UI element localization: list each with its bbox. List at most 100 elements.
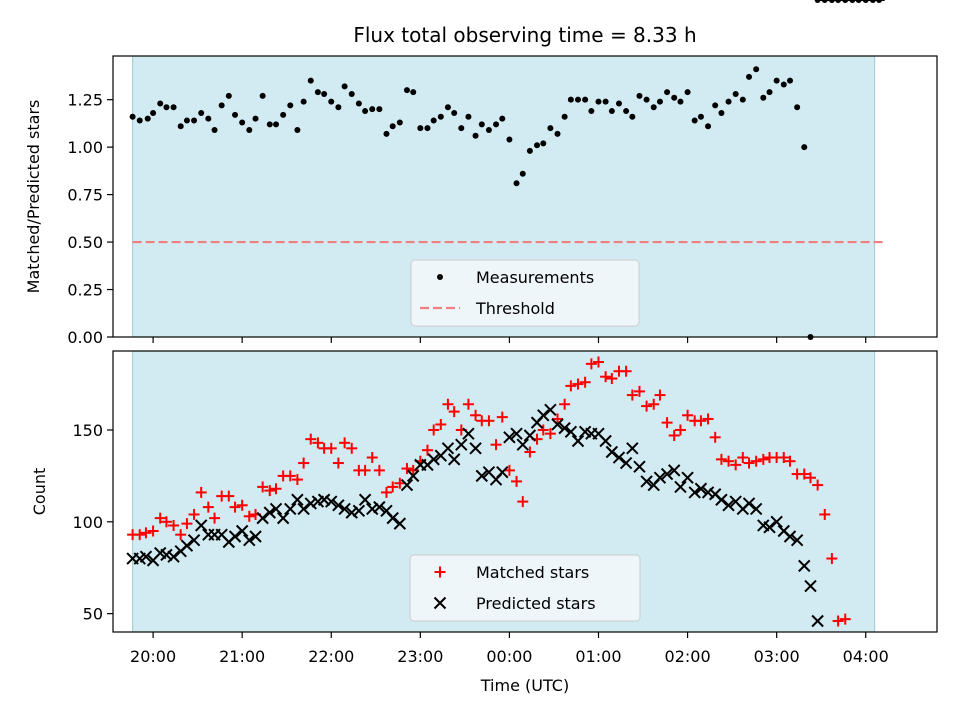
matched-point [339,437,351,449]
matched-point [470,409,482,421]
predicted-point [338,502,351,516]
predicted-point [640,475,653,488]
measurement-point [191,117,198,124]
measurement-point [157,100,164,107]
matched-point [695,415,707,427]
measurement-point [519,170,526,177]
matched-point [407,464,419,476]
measurement-point [615,100,622,107]
matched-point [730,459,742,471]
predicted-point [194,519,208,532]
matched-point [373,464,385,476]
top-x-ticks [152,337,867,343]
matched-point [723,455,735,467]
measurement-point [760,94,767,101]
measurement-point [369,106,376,113]
predicted-point [325,495,338,508]
matched-point [805,472,817,484]
measurement-point [451,109,458,116]
matched-point [620,365,632,377]
predicted-point [496,466,509,479]
predicted-point [688,486,701,499]
matched-point [312,437,324,449]
predicted-point [256,511,269,525]
measurements-points [129,0,883,340]
measurement-point [362,108,369,115]
measurement-point [170,104,177,111]
measurement-point [376,106,383,113]
matched-point [559,398,571,410]
bottom-legend-box [409,554,641,622]
matched-point [654,389,666,401]
matched-point [826,553,838,565]
matched-point [668,429,680,441]
measurement-point [608,108,615,115]
measurement-point [383,130,390,137]
predicted-point [249,530,262,543]
measurement-point [499,115,506,122]
predicted-point [715,493,728,506]
matched-point [154,512,166,524]
xtick-label: 23:00 [397,647,443,666]
matched-point [496,411,508,423]
measurement-point [602,98,609,105]
matched-point [798,468,810,480]
measurement-point [629,113,636,120]
matched-point [483,415,495,427]
predicted-point [276,511,290,525]
measurement-point [671,94,678,101]
top-ytick-label: 0.25 [67,281,103,300]
measurement-point [684,89,691,96]
matched-point [188,508,200,520]
measurement-point [746,73,753,80]
matched-point [579,376,591,388]
measurement-point [534,142,541,149]
matched-point [633,385,645,397]
measurement-point [691,117,698,124]
measurement-point [485,127,492,134]
predicted-point [798,559,811,573]
measurement-point [493,121,500,128]
matched-point [346,442,358,454]
legend-matched-glyph [434,566,446,578]
measurement-point [287,102,294,109]
matched-point [202,501,214,513]
bot-ytick-label: 150 [72,421,103,440]
measurement-point [129,113,136,120]
matched-point [181,518,193,530]
measurement-point [794,104,801,111]
legend-measurements-label: Measurements [476,268,594,287]
legend-predicted-glyph [433,596,447,610]
measurement-point [465,113,472,120]
matched-point [641,400,653,412]
predicted-point [701,486,715,499]
measurement-point [567,96,574,103]
matched-point [552,413,564,425]
predicted-point [304,497,317,510]
predicted-point [366,502,379,516]
legend-matched-marker [434,566,446,578]
matched-point [291,474,303,486]
matched-point [682,409,694,421]
predicted-point [742,497,756,510]
predicted-point [160,548,173,562]
predicted-point [749,502,763,516]
predicted-point [633,460,646,473]
predicted-point [291,493,304,506]
bot-ytick-label: 50 [83,605,103,624]
top-y-ticks: 0.00 0.25 0.50 0.75 1.00 1.25 [67,91,113,347]
legend-threshold-label: Threshold [475,299,555,318]
measurement-point [321,90,328,97]
matched-point [140,527,152,539]
measurement-point [239,119,246,126]
legend-predicted-label: Predicted stars [476,594,596,613]
predicted-point [619,456,633,470]
matched-point [160,516,172,528]
predicted-point [564,425,578,439]
predicted-point [263,506,276,519]
matched-point [305,433,317,445]
top-axes-frame [112,55,938,338]
bottom-y-ticks: 50 100 150 [72,421,113,624]
matched-point [209,512,221,524]
